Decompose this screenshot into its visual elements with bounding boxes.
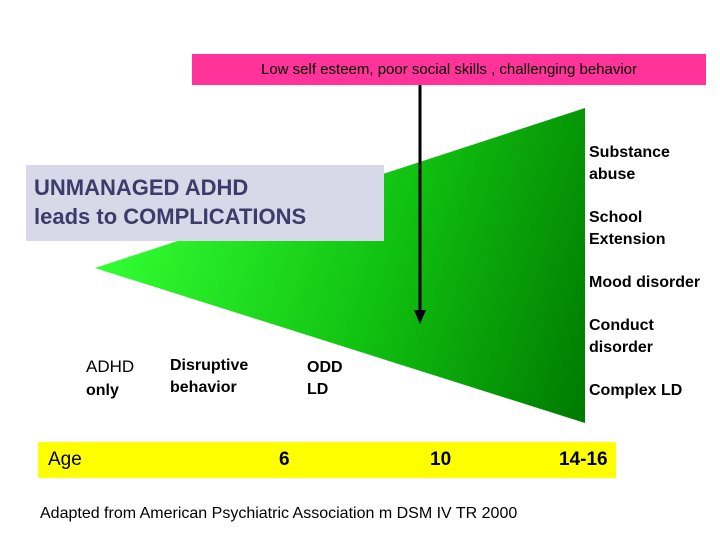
- age-axis-label: Age: [48, 449, 82, 470]
- stage-disruptive-line-1: Disruptive: [170, 357, 249, 374]
- complication-arrow-head: [414, 310, 426, 324]
- outcome-school-line-2: Extension: [589, 231, 666, 248]
- outcome-substance-abuse: Substance abuse: [589, 142, 670, 186]
- stage-adhd-line-2: only: [86, 382, 119, 399]
- title-line-2: leads to COMPLICATIONS: [34, 204, 307, 229]
- age-tick-6: 6: [279, 449, 290, 470]
- outcome-school-line-1: School: [589, 209, 643, 226]
- title-line-1: UNMANAGED ADHD: [34, 175, 249, 200]
- stage-odd-ld: ODD LD: [307, 357, 343, 401]
- age-bar: [38, 442, 616, 478]
- age-tick-14-16: 14-16: [559, 449, 608, 470]
- stage-odd-line-1: ODD: [307, 359, 343, 376]
- growth-wedge: [95, 108, 585, 423]
- stage-adhd-only: ADHD only: [86, 355, 134, 403]
- complications-banner: Low self esteem, poor social skills , ch…: [192, 54, 706, 85]
- title-box: UNMANAGED ADHD leads to COMPLICATIONS: [26, 165, 384, 241]
- outcome-substance-line-1: Substance: [589, 144, 670, 161]
- stage-odd-line-2: LD: [307, 381, 329, 398]
- outcome-conduct-line-1: Conduct: [589, 317, 654, 334]
- outcome-conduct-disorder: Conduct disorder: [589, 315, 654, 359]
- source-citation: Adapted from American Psychiatric Associ…: [40, 505, 518, 522]
- outcome-mood-disorder: Mood disorder: [589, 274, 701, 291]
- stage-disruptive-line-2: behavior: [170, 379, 237, 396]
- outcome-substance-line-2: abuse: [589, 166, 636, 183]
- stage-adhd-line-1: ADHD: [86, 357, 135, 376]
- stage-disruptive-behavior: Disruptive behavior: [170, 355, 248, 399]
- outcome-conduct-line-2: disorder: [589, 339, 654, 356]
- outcome-complex-ld: Complex LD: [589, 382, 683, 399]
- age-tick-10: 10: [430, 449, 452, 470]
- outcome-school-extension: School Extension: [589, 207, 665, 251]
